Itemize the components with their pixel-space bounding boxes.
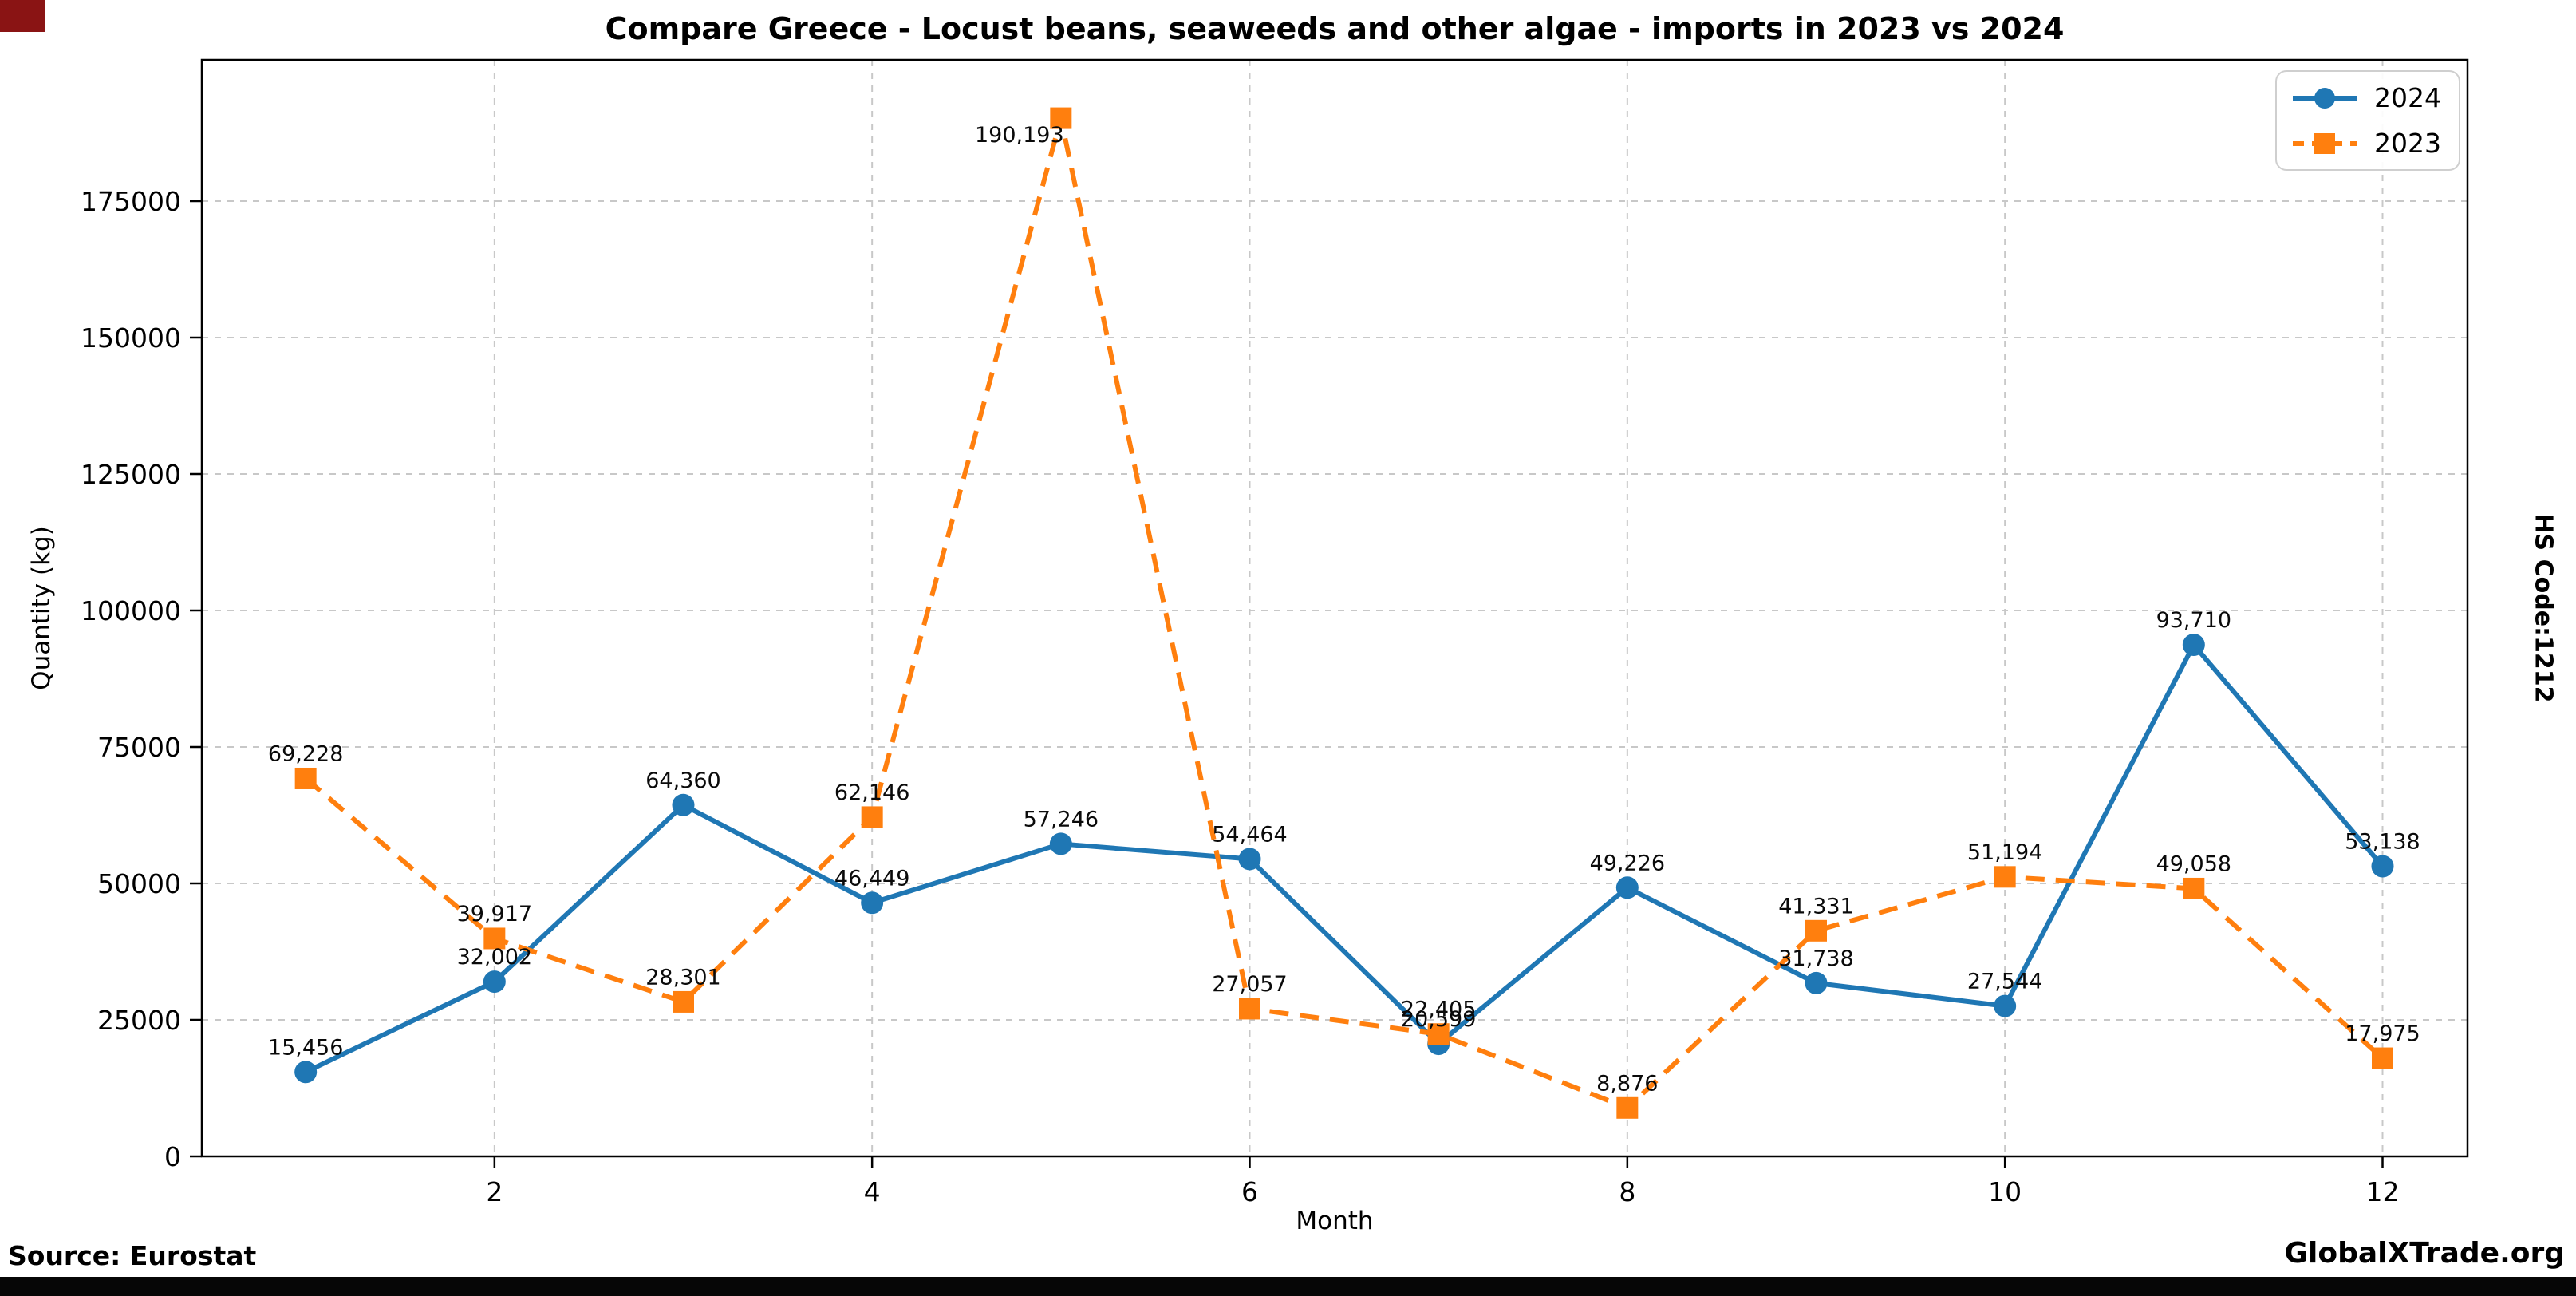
data-label-2024-m4: 46,449	[834, 866, 909, 891]
bottom-bar	[0, 1277, 2576, 1296]
data-label-2023-m5: 190,193	[975, 123, 1064, 148]
data-label-2023-m6: 27,057	[1212, 972, 1287, 997]
marker-2023-m6	[1239, 998, 1260, 1020]
data-label-2024-m12: 53,138	[2345, 830, 2420, 855]
series-markers-2023	[294, 107, 2393, 1119]
y-ticks: 0 25000 50000 75000 100000 125000 150000 175000	[81, 186, 202, 1172]
marker-2023-m8	[1616, 1096, 1639, 1119]
y-tick-label: 125000	[81, 459, 181, 490]
data-label-2023-m2: 39,917	[457, 902, 532, 927]
legend-swatch-line-circle-icon	[2293, 87, 2357, 109]
data-labels-2024: 15,456 32,002 64,360 46,449 57,246 54,464 20,5…	[268, 608, 2420, 1060]
axes-box	[200, 58, 2469, 1158]
data-label-2024-m10: 27,544	[1967, 970, 2042, 994]
series-line-2024	[304, 642, 2385, 1074]
data-label-2024-m3: 64,360	[645, 769, 720, 793]
x-axis-label: Month	[1296, 1207, 1374, 1235]
series-markers-2024	[294, 634, 2394, 1084]
legend-label-2024: 2024	[2374, 82, 2441, 113]
x-tick-label: 4	[864, 1176, 881, 1207]
legend-label-2023: 2023	[2374, 128, 2441, 159]
data-label-2023-m9: 41,331	[1778, 894, 1853, 919]
marker-2024-m10	[1994, 994, 2017, 1017]
marker-2023-m12	[2372, 1047, 2393, 1069]
data-label-2024-m5: 57,246	[1024, 807, 1099, 832]
legend: 2024 2023	[2275, 70, 2460, 171]
legend-swatch-dashed-line-square-icon	[2293, 132, 2357, 154]
marker-2024-m9	[1805, 971, 1828, 994]
marker-2024-m11	[2182, 634, 2205, 657]
data-label-2024-m6: 54,464	[1212, 822, 1287, 847]
data-labels-2023: 69,228 39,917 28,301 62,146 190,193 27,057 22,…	[268, 123, 2420, 1096]
data-label-2024-m2: 32,002	[457, 945, 532, 970]
y-tick-label: 75000	[97, 732, 181, 763]
data-label-2023-m12: 17,975	[2345, 1021, 2420, 1046]
marker-2023-m7	[1427, 1023, 1450, 1045]
marker-2023-m4	[861, 806, 883, 828]
marker-2023-m9	[1805, 919, 1827, 942]
data-label-2024-m7: 20,599	[1401, 1007, 1476, 1032]
y-tick-label: 100000	[81, 595, 181, 626]
data-label-2024-m11: 93,710	[2156, 608, 2231, 633]
y-tick-label: 150000	[81, 322, 181, 354]
data-label-2023-m4: 62,146	[834, 780, 909, 805]
marker-2024-m4	[861, 891, 884, 915]
data-label-2023-m11: 49,058	[2156, 851, 2231, 876]
chart-title: Compare Greece - Locust beans, seaweeds …	[605, 11, 2065, 46]
marker-2024-m12	[2371, 855, 2394, 878]
marker-2023-m5	[1050, 107, 1072, 129]
marker-2024-m6	[1238, 848, 1261, 871]
data-label-2023-m7: 22,405	[1401, 998, 1476, 1022]
gridlines	[202, 60, 2468, 1156]
data-label-2023-m3: 28,301	[645, 965, 720, 990]
x-tick-label: 12	[2366, 1176, 2400, 1207]
marker-2023-m3	[673, 990, 694, 1013]
hs-code-label: HS Code:1212	[2529, 513, 2558, 703]
series-line-2023	[304, 116, 2385, 1111]
y-tick-label: 50000	[97, 868, 181, 899]
data-label-2023-m1: 69,228	[268, 741, 343, 766]
marker-2024-m8	[1615, 876, 1639, 899]
source-note: Source: Eurostat	[8, 1240, 257, 1271]
legend-item-2024: 2024	[2290, 82, 2452, 113]
x-tick-label: 10	[1988, 1176, 2022, 1207]
marker-2024-m3	[672, 793, 695, 816]
x-tick-label: 8	[1619, 1176, 1635, 1207]
legend-item-2023: 2023	[2290, 128, 2452, 159]
data-label-2024-m8: 49,226	[1590, 851, 1665, 875]
y-tick-label: 175000	[81, 186, 181, 217]
y-axis-label: Quantity (kg)	[27, 526, 56, 690]
marker-2023-m1	[294, 767, 317, 789]
marker-2024-m2	[483, 970, 506, 994]
marker-2023-m10	[1994, 866, 2016, 888]
x-ticks: 2 4 6 8 10 12	[486, 1156, 2400, 1207]
marker-2024-m5	[1049, 832, 1072, 855]
brand-note: GlobalXTrade.org	[2284, 1237, 2565, 1270]
data-label-2024-m1: 15,456	[268, 1035, 343, 1060]
data-label-2024-m9: 31,738	[1778, 946, 1853, 971]
marker-2023-m11	[2183, 877, 2205, 899]
y-tick-label: 25000	[97, 1005, 181, 1036]
data-label-2023-m8: 8,876	[1596, 1071, 1658, 1096]
marker-2024-m1	[294, 1061, 318, 1084]
marker-2023-m2	[483, 927, 506, 950]
corner-accent	[0, 0, 45, 32]
x-tick-label: 2	[486, 1176, 503, 1207]
x-tick-label: 6	[1241, 1176, 1258, 1207]
y-tick-label: 0	[164, 1141, 181, 1172]
data-label-2023-m10: 51,194	[1967, 840, 2042, 865]
